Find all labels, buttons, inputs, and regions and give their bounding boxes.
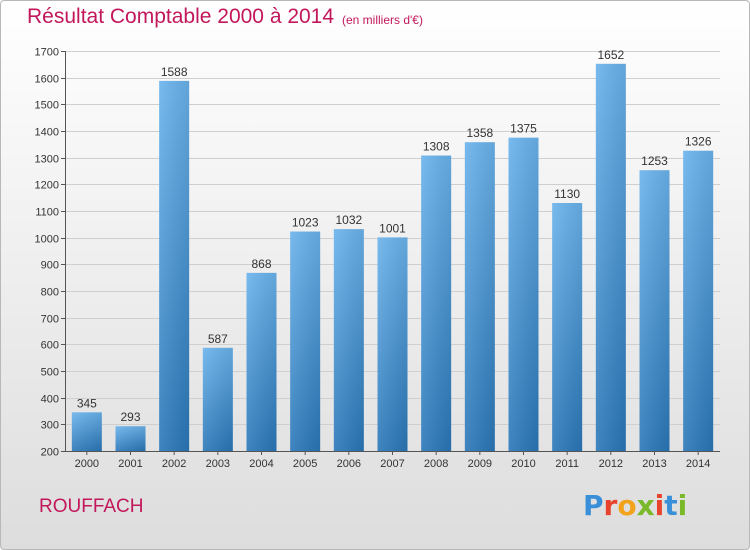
logo-letter: o <box>617 489 637 522</box>
x-tick-label: 2001 <box>118 458 142 470</box>
logo-letter: t <box>664 489 678 522</box>
y-tick-label: 600 <box>41 340 59 352</box>
logo-letter: i <box>654 489 665 522</box>
x-tick-label: 2003 <box>206 458 230 470</box>
x-tick-label: 2010 <box>511 458 535 470</box>
x-tick-label: 2000 <box>75 458 99 470</box>
y-tick-label: 400 <box>41 394 59 406</box>
y-tick-label: 300 <box>41 420 59 432</box>
bar-value-label: 1032 <box>335 213 362 227</box>
bar-value-label: 1130 <box>554 187 580 201</box>
bar-shade <box>246 272 277 451</box>
chart-unit: (en milliers d'€) <box>342 13 423 27</box>
bar-value-label: 1358 <box>466 126 493 140</box>
bar-shade <box>115 426 146 451</box>
logo-letter: x <box>636 489 655 522</box>
x-tick-label: 2007 <box>380 458 404 470</box>
bar-value-label: 1652 <box>597 48 624 62</box>
bar-value-label: 1253 <box>641 154 668 168</box>
bar-shade <box>552 203 583 451</box>
commune-name: ROUFFACH <box>39 496 144 517</box>
x-axis: 2000 2001 2002 2003 2004 2005 2006 2007 2008 2009… <box>65 451 720 470</box>
bar-shade <box>683 150 714 451</box>
bar-value-label: 1326 <box>685 135 712 149</box>
x-tick-label: 2006 <box>337 458 361 470</box>
y-tick-label: 1400 <box>35 127 59 139</box>
bar-shade <box>71 412 102 451</box>
x-tick-label: 2005 <box>293 458 317 470</box>
logo-letter: r <box>603 489 618 522</box>
y-tick-label: 700 <box>41 314 59 326</box>
bar-shade <box>202 347 233 451</box>
y-tick-label: 1700 <box>35 47 59 59</box>
bar-shade <box>421 155 452 452</box>
x-tick-label: 2014 <box>686 458 710 470</box>
y-tick-label: 500 <box>41 367 59 379</box>
y-tick-label: 1000 <box>35 234 59 246</box>
x-tick-label: 2013 <box>642 458 666 470</box>
proxiti-logo[interactable]: Proxiti <box>583 489 687 522</box>
bar-value-label: 868 <box>251 257 271 271</box>
bar-shade <box>595 63 626 452</box>
x-tick-label: 2002 <box>162 458 186 470</box>
y-tick-label: 200 <box>41 447 59 459</box>
bar-value-label: 587 <box>208 332 228 346</box>
y-tick-label: 1300 <box>35 154 59 166</box>
x-tick-label: 2008 <box>424 458 448 470</box>
bar-value-label: 1308 <box>423 140 450 154</box>
bar-shade <box>639 170 670 451</box>
bar-shade <box>333 229 364 451</box>
bar-value-label: 345 <box>77 396 97 410</box>
chart-title: Résultat Comptable 2000 à 2014 <box>27 5 335 28</box>
y-tick-label: 1500 <box>35 100 59 112</box>
y-tick-label: 1600 <box>35 74 59 86</box>
bar-value-label: 1023 <box>292 216 319 230</box>
bar-value-label: 1588 <box>161 65 188 79</box>
y-tick-label: 800 <box>41 287 59 299</box>
y-tick-label: 900 <box>41 260 59 272</box>
bar-shade <box>159 80 190 451</box>
bar-shade <box>290 231 321 451</box>
bar-shade <box>508 137 539 451</box>
logo-letter: P <box>583 489 604 522</box>
y-axis: 200 300 400 500 600 700 800 900 1000 1100 1200 1300… <box>35 47 66 459</box>
logo-letter: i <box>677 489 688 522</box>
bar-value-label: 1375 <box>510 122 537 136</box>
x-tick-label: 2009 <box>468 458 492 470</box>
bar-value-label: 293 <box>120 410 140 424</box>
x-tick-label: 2004 <box>249 458 273 470</box>
x-tick-label: 2012 <box>599 458 623 470</box>
bar-value-label: 1001 <box>379 221 406 235</box>
bar-series: 345 293 1588 587 868 1023 1032 1001 1308 1358 1375… <box>71 48 714 452</box>
x-tick-label: 2011 <box>555 458 579 470</box>
bar-shade <box>377 237 408 451</box>
y-tick-label: 1200 <box>35 180 59 192</box>
bar-shade <box>464 142 495 451</box>
y-tick-label: 1100 <box>35 207 59 219</box>
